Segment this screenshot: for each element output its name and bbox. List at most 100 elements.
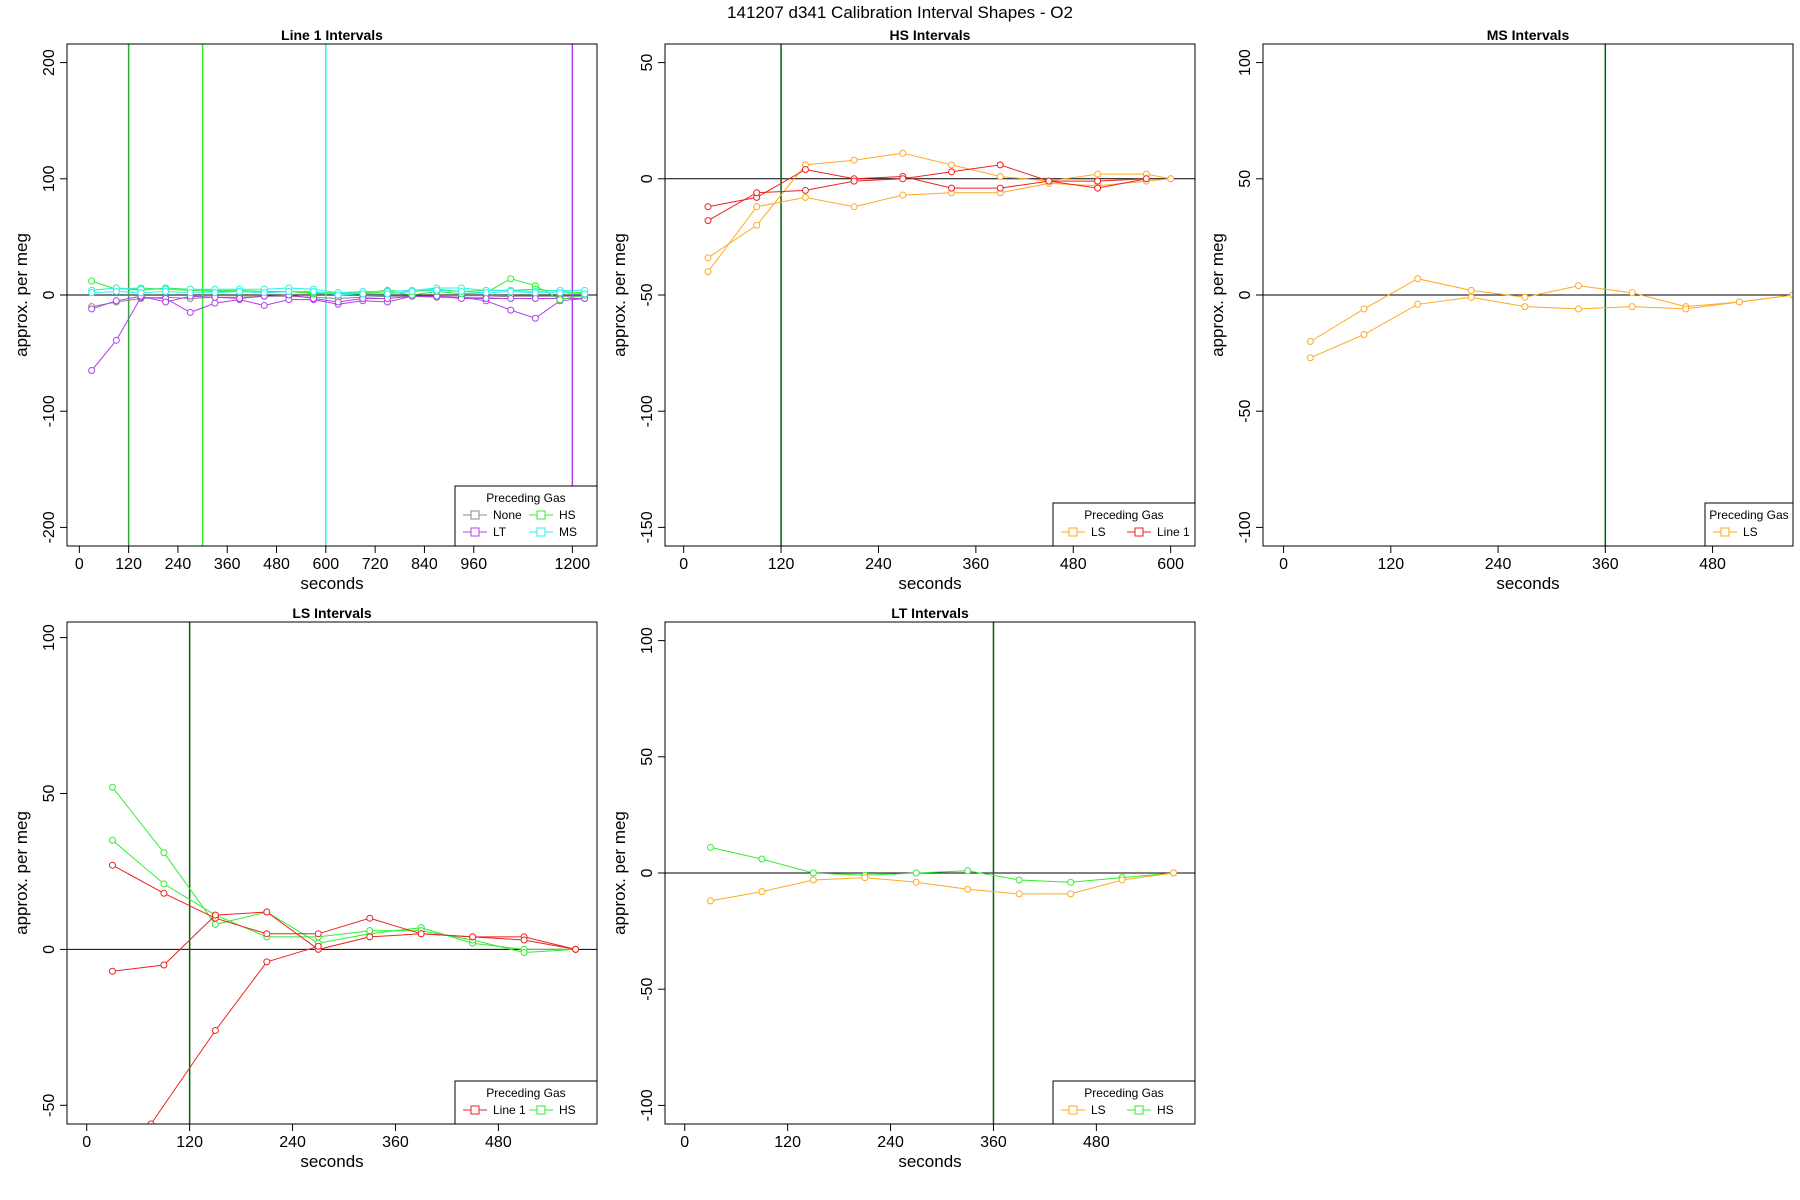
data-point — [211, 1026, 219, 1034]
series-line-hs — [112, 786, 576, 950]
data-point — [88, 305, 96, 313]
y-tick-label: -150 — [639, 511, 656, 543]
data-point — [211, 911, 219, 919]
data-point — [1067, 890, 1075, 898]
legend-label: Line 1 — [1157, 525, 1190, 539]
data-point — [850, 177, 858, 185]
data-point — [948, 184, 956, 192]
legend-label: MS — [559, 525, 577, 539]
legend-swatch-marker — [1068, 1105, 1078, 1115]
data-point — [211, 299, 219, 307]
data-point — [704, 203, 712, 211]
x-tick-label: 360 — [382, 1134, 409, 1151]
data-point — [186, 289, 194, 297]
data-point — [899, 191, 907, 199]
data-point — [137, 289, 145, 297]
data-point — [263, 958, 271, 966]
legend-swatch-marker — [470, 527, 480, 537]
data-point — [1142, 175, 1150, 183]
series-line-line-1 — [707, 168, 1147, 208]
y-tick-label: 100 — [1237, 49, 1254, 76]
figure-title: 141207 d341 Calibration Interval Shapes … — [727, 3, 1073, 22]
data-point — [1306, 337, 1314, 345]
data-point — [1467, 286, 1475, 294]
data-point — [482, 289, 490, 297]
legend-swatch-marker — [536, 1105, 546, 1115]
data-point — [1628, 303, 1636, 311]
data-point — [520, 936, 528, 944]
data-point — [1360, 305, 1368, 313]
y-tick-label: 50 — [639, 54, 656, 72]
legend-box — [454, 1080, 598, 1125]
data-point — [758, 888, 766, 896]
panel-title: HS Intervals — [890, 27, 971, 43]
data-point — [334, 298, 342, 306]
data-point — [1521, 293, 1529, 301]
series-line-ls — [1310, 278, 1793, 342]
y-tick-label: -100 — [41, 395, 58, 427]
x-tick-label: 240 — [877, 1134, 904, 1151]
data-point — [108, 783, 116, 791]
legend-swatch-marker — [1720, 527, 1730, 537]
y-tick-label: -50 — [1237, 400, 1254, 423]
legend-box — [1052, 502, 1196, 547]
x-axis-label: seconds — [300, 574, 363, 593]
x-tick-label: 240 — [1485, 556, 1512, 573]
legend-box — [1704, 502, 1794, 547]
data-point — [314, 930, 322, 938]
y-tick-label: 50 — [639, 748, 656, 766]
data-point — [366, 933, 374, 941]
data-point — [964, 885, 972, 893]
data-point — [88, 289, 96, 297]
data-point — [1094, 170, 1102, 178]
legend-title: Preceding Gas — [1084, 1086, 1163, 1100]
data-point — [1360, 331, 1368, 339]
y-tick-label: 50 — [41, 784, 58, 802]
data-point — [912, 869, 920, 877]
x-tick-label: 120 — [1377, 556, 1404, 573]
data-point — [433, 286, 441, 294]
data-point — [1414, 300, 1422, 308]
x-axis: 0 120 240 360 480 seconds — [1279, 545, 1726, 593]
data-point — [88, 277, 96, 285]
panel-title: Line 1 Intervals — [281, 27, 383, 43]
x-tick-label: 360 — [214, 556, 241, 573]
x-tick-label: 240 — [865, 556, 892, 573]
data-point — [383, 290, 391, 298]
y-tick-label: 0 — [639, 868, 656, 877]
y-axis: -150 -100 -50 0 50 approx. per meg — [610, 54, 666, 543]
data-point — [310, 288, 318, 296]
x-tick-label: 1200 — [555, 556, 591, 573]
data-point — [112, 297, 120, 305]
x-tick-label: 120 — [774, 1134, 801, 1151]
legend-title: Preceding Gas — [1084, 508, 1163, 522]
data-point — [112, 336, 120, 344]
data-point — [160, 889, 168, 897]
data-point — [108, 967, 116, 975]
data-point — [556, 296, 564, 304]
data-point — [457, 288, 465, 296]
data-point — [359, 290, 367, 298]
y-tick-label: 100 — [41, 165, 58, 192]
data-point — [861, 874, 869, 882]
chart-panel-1: Line 1 Intervals 0 120 240 360 480 600 720 840 96… — [12, 27, 598, 593]
legend-label: LS — [1743, 525, 1758, 539]
data-point — [1306, 354, 1314, 362]
data-point — [706, 897, 714, 905]
legend-swatch-marker — [1134, 527, 1144, 537]
series-line-line-1 — [707, 164, 1147, 222]
x-tick-label: 0 — [82, 1134, 91, 1151]
data-point — [417, 930, 425, 938]
data-point — [366, 927, 374, 935]
data-point — [850, 156, 858, 164]
data-point — [1628, 289, 1636, 297]
series-line-line-1 — [112, 911, 576, 972]
data-point — [1045, 177, 1053, 185]
data-point — [1094, 184, 1102, 192]
x-axis: 0 120 240 360 480 seconds — [82, 1123, 512, 1171]
data-point — [112, 288, 120, 296]
y-tick-label: 200 — [41, 49, 58, 76]
y-axis-label: approx. per meg — [610, 811, 629, 935]
